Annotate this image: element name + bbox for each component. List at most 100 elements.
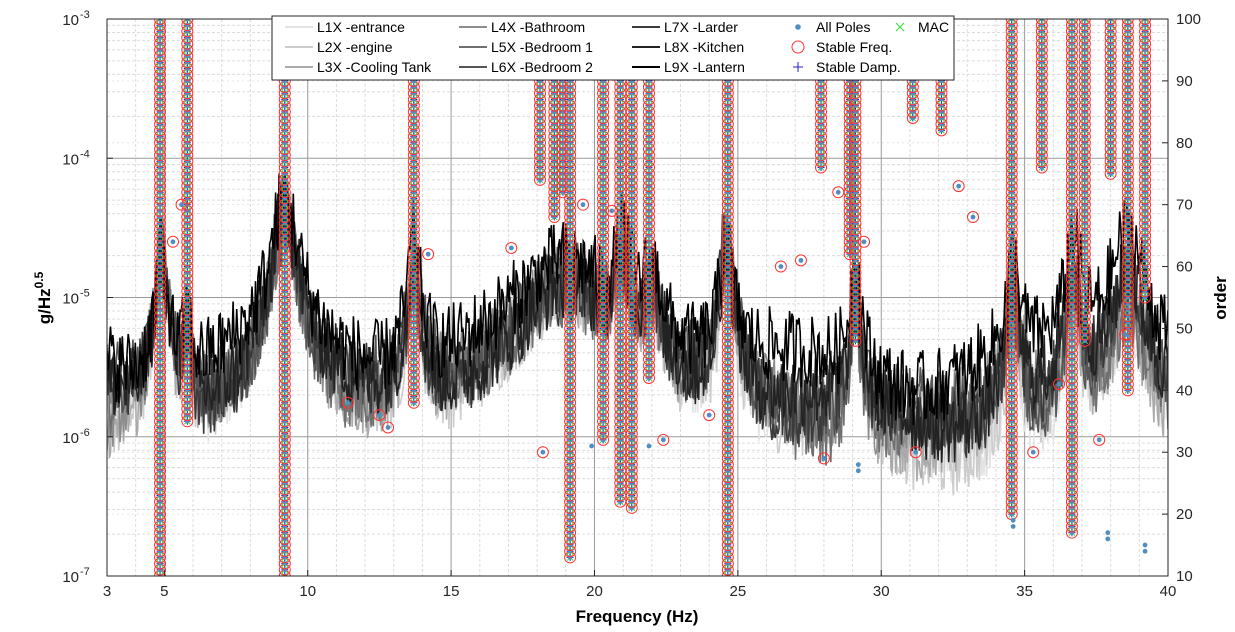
pole-dot — [567, 313, 573, 319]
pole-dot — [567, 363, 573, 368]
pole-dot — [618, 276, 623, 282]
pole-dot — [618, 165, 623, 170]
pole-dot — [725, 289, 731, 294]
pole-dot — [618, 227, 623, 232]
pole-dot — [537, 171, 543, 176]
pole-dot — [552, 190, 557, 195]
pole-dot — [185, 258, 190, 263]
pole-dot — [910, 97, 915, 102]
pole-dot — [618, 109, 623, 115]
pole-dot — [185, 264, 190, 269]
pole-dot — [567, 326, 573, 331]
pole-dot — [618, 115, 623, 121]
pole-dot — [1009, 412, 1014, 418]
pole-dot — [629, 233, 634, 238]
pole-dot — [939, 115, 944, 121]
pole-dot — [646, 146, 652, 152]
pole-dot — [185, 400, 190, 405]
pole-dot — [725, 419, 731, 424]
pole-dot — [618, 196, 623, 201]
pole-dot — [853, 134, 858, 139]
pole-dot — [157, 190, 163, 195]
pole-dot — [411, 196, 417, 201]
pole-dot — [618, 388, 623, 393]
pole-dot — [1069, 122, 1075, 127]
pole-dot — [1069, 394, 1075, 399]
pole-dot — [853, 122, 858, 127]
pole-dot — [646, 320, 652, 325]
pole-dot — [629, 313, 634, 319]
pole-dot — [1069, 313, 1075, 319]
pole-dot — [725, 183, 731, 189]
pole-dot — [618, 406, 623, 412]
pole-dot — [1069, 214, 1075, 220]
pole-dot — [1069, 400, 1075, 405]
pole-dot — [185, 233, 190, 238]
pole-dot — [552, 103, 557, 108]
pole-dot — [411, 221, 417, 226]
pole-dot — [600, 419, 606, 424]
pole-dot — [282, 462, 287, 467]
pole-dot — [853, 276, 858, 282]
pole-dot — [567, 394, 573, 399]
pole-dot — [629, 103, 634, 108]
pole-dot — [282, 146, 287, 152]
pole-dot — [1009, 183, 1014, 189]
pole-dot — [853, 84, 858, 90]
pole-dot — [1039, 109, 1045, 115]
pole-dot — [157, 344, 163, 350]
pole-dot — [567, 307, 573, 313]
pole-dot — [629, 208, 634, 214]
pole-dot — [552, 171, 557, 176]
pole-dot — [646, 152, 652, 158]
pole-dot — [157, 425, 163, 430]
pole-dot — [1069, 505, 1075, 511]
pole-dot — [567, 122, 573, 127]
pole-dot — [157, 115, 163, 121]
pole-dot — [725, 338, 731, 344]
pole-dot — [185, 338, 190, 344]
pole-dot — [282, 561, 287, 566]
pole-dot — [725, 159, 731, 164]
pole-dot — [1069, 375, 1075, 381]
pole-dot — [629, 276, 634, 282]
pole-dot — [1069, 381, 1075, 387]
pole-dot — [157, 561, 163, 566]
pole-dot — [853, 313, 858, 319]
pole-dot — [157, 122, 163, 127]
pole-dot — [185, 381, 190, 387]
pole-dot — [537, 128, 543, 133]
pole-dot — [600, 295, 606, 300]
pole-dot — [185, 239, 190, 244]
pole-dot — [282, 394, 287, 399]
pole-dot — [1009, 468, 1014, 473]
pole-dot — [1069, 462, 1075, 467]
pole-dot — [646, 344, 652, 350]
pole-dot — [629, 196, 634, 201]
pole-dot — [629, 493, 634, 498]
pole-dot — [185, 208, 190, 214]
pole-dot — [618, 171, 623, 176]
psd-series-line — [107, 170, 1168, 426]
pole-dot — [725, 190, 731, 195]
pole-dot — [939, 84, 944, 90]
pole-markers — [154, 19, 1152, 576]
pole-dot — [629, 320, 634, 325]
pole-dot — [185, 289, 190, 294]
pole-dot — [1039, 22, 1045, 28]
pole-dot — [282, 357, 287, 362]
pole-dot — [646, 196, 652, 201]
pole-dot — [600, 270, 606, 275]
pole-dot — [600, 233, 606, 238]
pole-dot — [618, 159, 623, 164]
pole-dot — [646, 140, 652, 145]
pole-dot — [818, 159, 824, 164]
pole-dot — [185, 165, 190, 170]
pole-dot — [157, 394, 163, 399]
pole-dot — [1039, 115, 1045, 121]
pole-dot — [411, 394, 417, 399]
pole-dot — [1069, 351, 1075, 356]
pole-dot — [411, 338, 417, 344]
pole-dot — [1069, 357, 1075, 362]
pole-dot — [157, 307, 163, 313]
